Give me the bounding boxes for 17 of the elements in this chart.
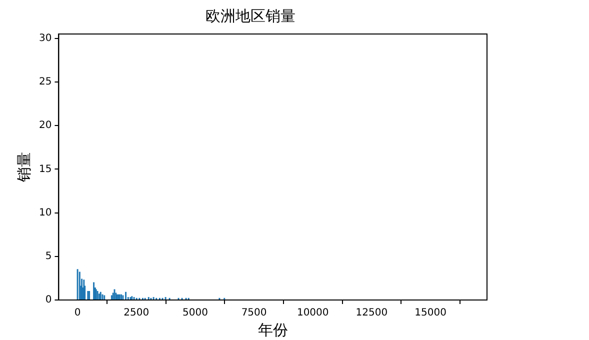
y-axis-title: 销量 (14, 152, 33, 183)
x-tick-label: 12500 (356, 308, 388, 319)
x-tick-label: 2500 (124, 308, 150, 319)
x-tick-label: 5000 (182, 308, 208, 319)
x-tick-label: 15000 (414, 308, 446, 319)
y-tick-label: 25 (38, 76, 52, 88)
x-tick-label: 10000 (296, 308, 329, 319)
y-tick-label: 20 (38, 120, 52, 132)
chart-title: 欧洲地区销量 (206, 6, 296, 25)
y-tick-label: 5 (45, 250, 52, 262)
y-tick-label: 10 (38, 207, 52, 218)
x-tick-label: 0 (74, 308, 81, 319)
y-tick-label: 0 (45, 294, 52, 306)
y-tick-label: 30 (38, 32, 52, 44)
y-tick-label: 15 (38, 164, 52, 175)
x-tick-label: 7500 (241, 308, 267, 319)
x-axis-title: 年份 (258, 320, 288, 339)
